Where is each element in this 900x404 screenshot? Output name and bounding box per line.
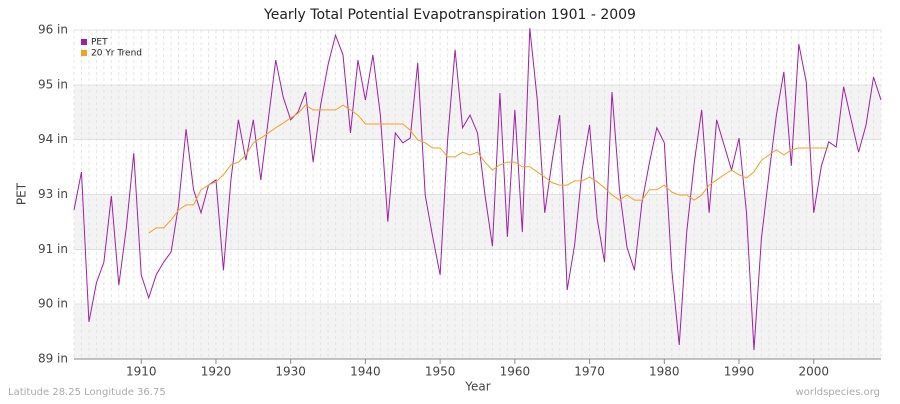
legend-swatch	[81, 39, 87, 45]
chart-title: Yearly Total Potential Evapotranspiratio…	[263, 7, 636, 23]
x-tick-label: 1930	[275, 365, 306, 379]
footer-left: Latitude 28.25 Longitude 36.75	[8, 387, 166, 398]
y-tick-label: 90 in	[38, 297, 68, 311]
legend-swatch	[81, 50, 87, 56]
x-tick-label: 1990	[724, 365, 755, 379]
x-axis-label: Year	[464, 380, 490, 394]
x-tick-label: 1920	[201, 365, 232, 379]
y-tick-label: 89 in	[38, 352, 68, 366]
y-tick-label: 95 in	[38, 77, 68, 91]
y-axis-label: PET	[15, 182, 29, 205]
x-tick-label: 1940	[350, 365, 381, 379]
y-tick-label: 96 in	[38, 23, 68, 37]
x-tick-label: 2000	[798, 365, 829, 379]
legend-label: PET	[91, 38, 108, 48]
x-tick-label: 1910	[126, 365, 157, 379]
x-tick-label: 1950	[425, 365, 456, 379]
y-tick-label: 91 in	[38, 242, 68, 256]
y-tick-label: 94 in	[38, 132, 68, 146]
x-tick-label: 1980	[649, 365, 680, 379]
legend-label: 20 Yr Trend	[91, 49, 142, 59]
x-tick-label: 1960	[500, 365, 531, 379]
series-line	[148, 104, 829, 234]
grid-band	[74, 84, 881, 140]
y-tick-label: 93 in	[38, 187, 68, 201]
x-tick-label: 1970	[574, 365, 605, 379]
footer-right: worldspecies.org	[796, 387, 880, 398]
